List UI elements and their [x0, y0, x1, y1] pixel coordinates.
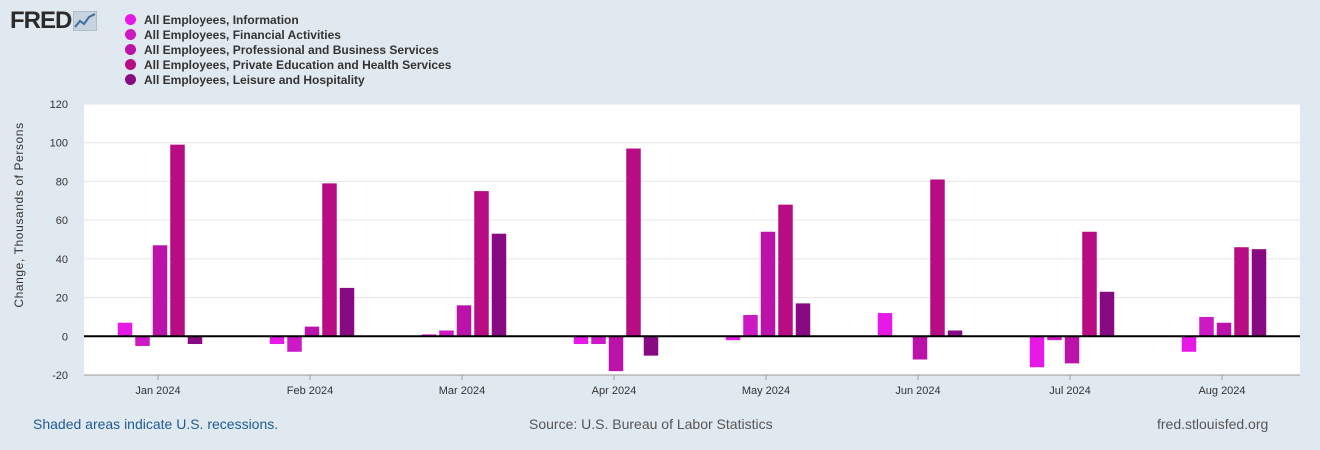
bar	[930, 179, 945, 337]
legend-swatch-professional	[125, 44, 136, 55]
y-tick-label: 120	[50, 99, 68, 111]
y-tick-label: 20	[56, 293, 68, 305]
legend-label-financial: All Employees, Financial Activities	[144, 27, 341, 42]
y-tick-label: 40	[56, 254, 68, 266]
x-tick-label: Jun 2024	[895, 385, 940, 397]
legend-swatch-leisure	[125, 74, 136, 85]
chart-legend: All Employees, Information All Employees…	[125, 12, 451, 87]
legend-item-leisure: All Employees, Leisure and Hospitality	[125, 72, 451, 87]
y-tick-label: 0	[62, 331, 68, 343]
bar	[626, 148, 641, 337]
fred-logo[interactable]: FRED	[10, 7, 98, 34]
bar	[117, 322, 133, 337]
y-tick-label: 80	[56, 176, 68, 188]
y-tick-label: 60	[56, 215, 68, 227]
bar	[135, 336, 150, 346]
source-note: Source: U.S. Bureau of Labor Statistics	[529, 416, 773, 432]
legend-swatch-education-health	[125, 59, 136, 70]
legend-label-professional: All Employees, Professional and Business…	[144, 42, 439, 57]
bar	[287, 336, 302, 352]
bar	[1234, 247, 1249, 337]
bar	[947, 330, 963, 337]
bar	[573, 336, 589, 345]
plot-area	[84, 104, 1300, 375]
y-tick-label: 100	[50, 138, 68, 150]
bar	[339, 287, 355, 337]
site-link[interactable]: fred.stlouisfed.org	[1157, 416, 1269, 432]
bar	[322, 183, 337, 337]
bar	[778, 204, 793, 337]
bar	[1047, 336, 1062, 341]
bar	[304, 326, 320, 337]
legend-item-financial: All Employees, Financial Activities	[125, 27, 451, 42]
fred-logo-text: FRED	[10, 7, 72, 34]
x-tick-label: Apr 2024	[592, 385, 637, 397]
x-tick-label: Feb 2024	[287, 385, 333, 397]
bar	[912, 336, 928, 360]
legend-swatch-financial	[125, 29, 136, 40]
bar	[608, 336, 624, 372]
bar	[591, 336, 606, 345]
legend-label-education-health: All Employees, Private Education and Hea…	[144, 57, 452, 72]
legend-label-leisure: All Employees, Leisure and Hospitality	[144, 72, 365, 87]
bar	[877, 313, 893, 337]
bar	[170, 144, 185, 337]
x-tick-label: May 2024	[742, 385, 790, 397]
x-tick-label: Jul 2024	[1049, 385, 1091, 397]
legend-item-education-health: All Employees, Private Education and Hea…	[125, 57, 451, 72]
legend-swatch-information	[125, 14, 136, 25]
bar	[1029, 336, 1045, 368]
bar-chart: -20 0 20 40 60 80 100 120 Jan 2024 Feb 2024 Mar 20…	[50, 99, 1300, 397]
bar	[474, 191, 489, 337]
bar	[743, 314, 758, 337]
recessions-note-link[interactable]: Shaded areas indicate U.S. recessions.	[33, 416, 279, 432]
bar	[1099, 291, 1115, 337]
bar	[795, 303, 811, 337]
bar	[1216, 322, 1232, 337]
bar	[269, 336, 285, 345]
bar	[456, 305, 472, 337]
y-tick-label: -20	[52, 370, 68, 382]
bar	[1251, 249, 1267, 337]
bar	[1064, 336, 1080, 364]
bar	[439, 330, 454, 337]
bar	[1181, 336, 1197, 352]
bar	[760, 231, 776, 337]
x-tick-label: Jan 2024	[135, 385, 180, 397]
x-tick-label: Mar 2024	[439, 385, 485, 397]
legend-label-information: All Employees, Information	[144, 12, 299, 27]
legend-item-information: All Employees, Information	[125, 12, 451, 27]
bar	[152, 245, 168, 337]
graph-icon	[73, 11, 98, 31]
legend-item-professional: All Employees, Professional and Business…	[125, 42, 451, 57]
bar	[187, 336, 203, 345]
bar	[1082, 231, 1097, 337]
x-tick-label: Aug 2024	[1198, 385, 1245, 397]
bar	[491, 233, 507, 337]
bar	[1199, 316, 1214, 337]
bar	[643, 336, 659, 356]
bar	[725, 336, 741, 341]
